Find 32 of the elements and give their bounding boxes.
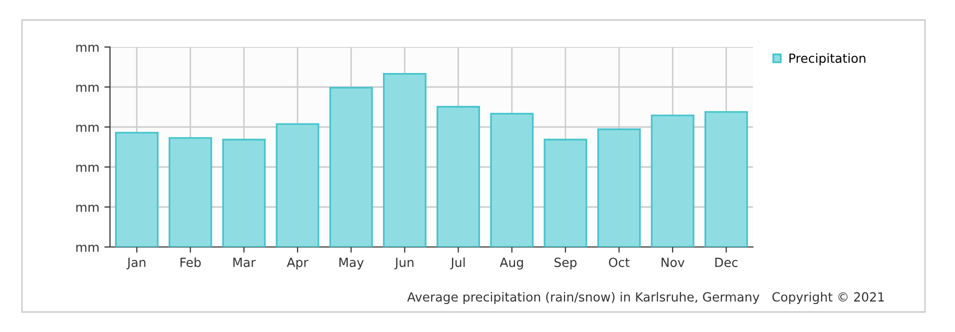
bar	[597, 128, 641, 247]
bar	[168, 137, 212, 247]
text: mm	[76, 164, 99, 172]
x-tick-label: Jul	[450, 257, 465, 270]
x-tick-label: Sep	[554, 258, 577, 270]
bar	[490, 112, 534, 247]
text: mm	[76, 244, 99, 252]
x-tick-label: Oct	[608, 258, 630, 268]
bar	[329, 86, 373, 247]
x-tick-label: Jan	[126, 258, 146, 270]
text: mm	[76, 204, 99, 212]
bar	[276, 123, 320, 247]
bar	[650, 114, 694, 247]
bar	[436, 106, 480, 247]
x-tick-label: Mar	[233, 258, 256, 268]
x-tick-label: Aug	[500, 258, 523, 270]
bar	[382, 73, 426, 247]
bar	[115, 132, 159, 247]
x-tick-label: Nov	[662, 258, 684, 268]
text: mm	[76, 44, 99, 52]
bar	[222, 138, 266, 247]
x-tick-label: Jun	[394, 258, 414, 270]
text: Average precipitation (rain/snow) in Karlsruhe, Germany Copyright © 2021	[407, 292, 884, 304]
bar	[544, 138, 588, 247]
x-tick-label: Feb	[180, 257, 201, 268]
x-tick-label: Apr	[286, 258, 308, 270]
x-tick-label: Dec	[715, 258, 738, 268]
x-tick-label: May	[339, 258, 364, 270]
bar	[704, 111, 748, 247]
legend-label: Precipitation	[789, 53, 866, 66]
text: mm	[76, 124, 99, 132]
text: mm	[76, 84, 99, 92]
